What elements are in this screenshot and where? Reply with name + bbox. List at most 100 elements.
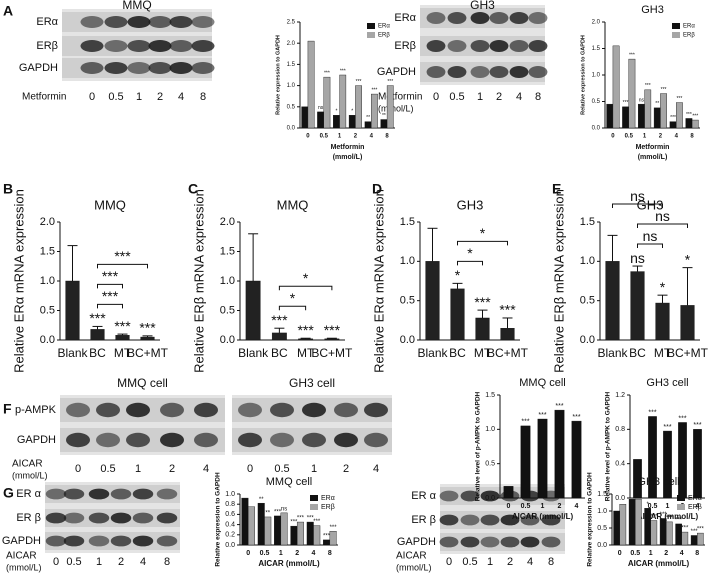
- legend-label: ERβ: [378, 33, 390, 39]
- blot-row-label: ERα: [36, 16, 58, 28]
- significance: **: [265, 511, 270, 517]
- bar: [537, 418, 548, 499]
- x-axis-label: (mmol/L): [638, 154, 668, 161]
- x-tick-label: BC+MT: [487, 346, 529, 360]
- band: [156, 512, 178, 524]
- bar: [685, 118, 693, 129]
- x-tick-label: 8: [690, 134, 694, 140]
- lane-label: 8: [164, 556, 170, 568]
- x-tick-label: MT: [474, 346, 492, 360]
- y-tick-label: 1.5: [597, 491, 607, 498]
- y-tick-label: 0.0: [597, 542, 607, 549]
- significance: ***: [692, 113, 698, 119]
- bracket: [97, 263, 148, 269]
- x-tick-label: BC: [89, 346, 106, 360]
- legend-swatch: [310, 495, 318, 501]
- x-tick-label: 1: [666, 503, 670, 510]
- band: [45, 535, 67, 547]
- band: [126, 432, 150, 448]
- band: [104, 40, 128, 52]
- bar: [65, 280, 80, 341]
- y-tick-label: 0.5: [597, 525, 607, 532]
- y-tick-label: 1.0: [220, 275, 235, 287]
- y-axis-label: Relative level of p-AMPK to GAPDH: [475, 391, 482, 501]
- y-tick-label: 0.0: [287, 126, 296, 132]
- band: [447, 66, 467, 78]
- chart-title: GH3: [641, 4, 664, 16]
- band: [439, 536, 459, 548]
- band: [426, 66, 446, 78]
- bar: [280, 512, 288, 546]
- bracket-label: *: [303, 270, 309, 286]
- significance: ns: [318, 105, 324, 111]
- bar: [475, 317, 490, 341]
- bracket-label: ns: [643, 228, 658, 244]
- band: [126, 402, 150, 418]
- bracket: [612, 203, 663, 209]
- panel-letter: F: [3, 401, 12, 417]
- lane-label: 4: [203, 463, 209, 475]
- band: [80, 40, 104, 52]
- lane-label: 0: [75, 463, 81, 475]
- lane-label: 0: [433, 91, 439, 103]
- significance: ns: [639, 97, 645, 103]
- band: [110, 512, 132, 524]
- x-tick-label: 0: [306, 134, 310, 140]
- significance: ***: [686, 112, 692, 118]
- y-axis-label: Relative expression to GAPDH: [580, 35, 586, 115]
- lane-label: 2: [157, 91, 163, 103]
- y-axis-label: Relative ERβ mRNA expression: [551, 189, 566, 373]
- treatment-label: Metformin: [22, 92, 66, 103]
- significance: *: [335, 109, 337, 115]
- bar: [371, 93, 378, 129]
- band: [528, 66, 548, 78]
- bar: [90, 329, 105, 341]
- bar: [633, 459, 642, 499]
- y-tick-label: 1.5: [580, 216, 595, 228]
- x-tick-label: BC: [629, 346, 646, 360]
- y-tick-label: 0.5: [485, 461, 495, 468]
- band: [156, 488, 178, 500]
- x-tick-label: BC+MT: [127, 346, 169, 360]
- treatment-label: (mmol/L): [12, 470, 48, 480]
- x-tick-label: Blank: [238, 346, 269, 360]
- y-tick-label: 0.5: [40, 304, 55, 316]
- y-tick-label: 1.5: [287, 62, 296, 68]
- band: [169, 40, 193, 52]
- x-tick-label: 2: [664, 550, 668, 557]
- panel-letter: B: [3, 181, 13, 197]
- blot-row-label: ER α: [411, 490, 436, 502]
- x-tick-label: MT: [297, 346, 315, 360]
- legend-label: ERα: [688, 495, 702, 502]
- x-tick-label: 4: [680, 550, 684, 557]
- band: [500, 536, 520, 548]
- bar: [290, 525, 298, 546]
- lane-label: 0.5: [274, 463, 289, 475]
- panel-letter: G: [3, 485, 14, 501]
- treatment-label: Metformin: [378, 92, 422, 103]
- treatment-label: (mmol/L): [378, 103, 414, 113]
- bracket: [97, 303, 123, 309]
- band: [541, 514, 561, 526]
- band: [110, 488, 132, 500]
- bar: [339, 74, 347, 129]
- panel-letter: C: [188, 181, 198, 197]
- band: [63, 535, 85, 547]
- band: [489, 40, 509, 52]
- chart-title: MMQ cell: [266, 476, 312, 488]
- bar: [257, 502, 265, 546]
- x-tick-label: 4: [696, 503, 700, 510]
- band: [302, 432, 326, 448]
- blot-row-label: ERα: [394, 12, 416, 24]
- chart-title: GH3 cell: [646, 377, 688, 389]
- bar: [247, 506, 255, 546]
- legend-label: ERα: [378, 24, 390, 30]
- lane-label: 1: [487, 556, 493, 568]
- x-axis-label: Metformin: [331, 144, 365, 151]
- x-axis-label: Metformin: [636, 144, 670, 151]
- band: [148, 16, 172, 28]
- x-tick-label: 1: [279, 550, 283, 557]
- bar: [628, 498, 636, 546]
- lane-label: 0.5: [100, 463, 115, 475]
